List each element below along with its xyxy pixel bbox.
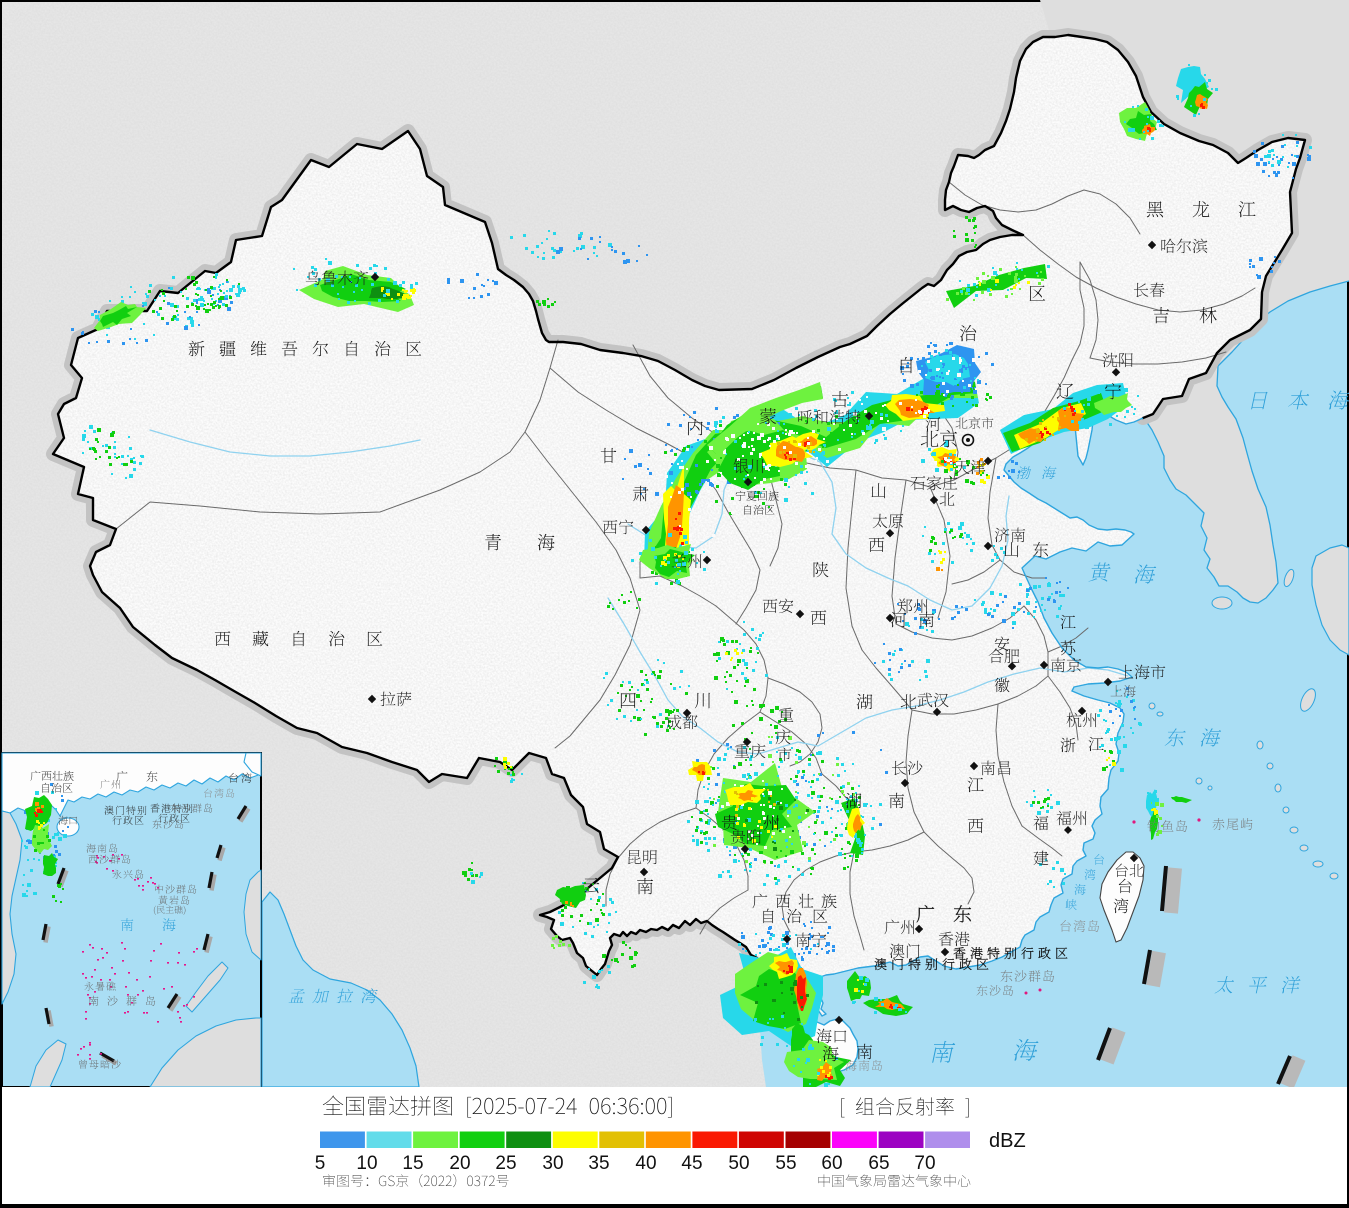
- svg-text:20: 20: [449, 1153, 470, 1174]
- svg-text:dBZ: dBZ: [989, 1130, 1026, 1152]
- svg-text:40: 40: [635, 1153, 656, 1174]
- svg-text:35: 35: [588, 1153, 609, 1174]
- svg-text:15: 15: [402, 1153, 423, 1174]
- svg-text:5: 5: [315, 1153, 326, 1174]
- svg-text:10: 10: [356, 1153, 377, 1174]
- svg-text:70: 70: [914, 1153, 935, 1174]
- svg-text:45: 45: [681, 1153, 702, 1174]
- svg-text:60: 60: [821, 1153, 842, 1174]
- svg-text:50: 50: [728, 1153, 749, 1174]
- svg-text:30: 30: [542, 1153, 563, 1174]
- svg-text:25: 25: [495, 1153, 516, 1174]
- svg-text:55: 55: [775, 1153, 796, 1174]
- svg-text:65: 65: [868, 1153, 889, 1174]
